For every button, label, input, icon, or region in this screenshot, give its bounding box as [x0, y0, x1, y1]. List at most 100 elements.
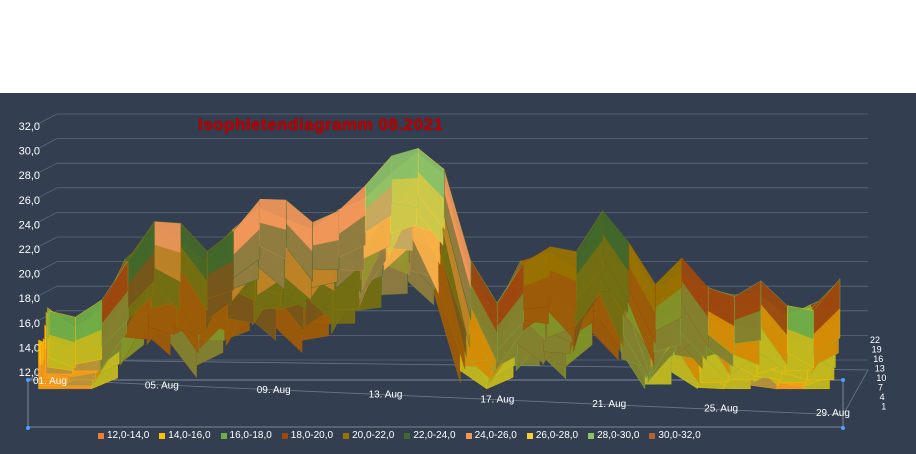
legend-swatch	[465, 432, 472, 439]
surface-facet	[680, 302, 707, 361]
surface-facet	[438, 251, 465, 370]
surface-facet	[179, 269, 206, 334]
legend-label: 30,0-32,0	[658, 430, 701, 441]
legend-swatch	[98, 432, 104, 439]
y-tick-label: 30,0	[19, 146, 40, 158]
legend-item: 30,0-32,0	[649, 430, 701, 441]
legend-swatch	[588, 432, 595, 439]
legend-item: 22,0-24,0	[404, 430, 456, 441]
surface-facet	[629, 266, 656, 344]
surface-facet	[391, 177, 419, 208]
depth-tick-label: 1	[881, 402, 886, 412]
surface-facet	[760, 304, 788, 365]
x-tick-label: 25. Aug	[704, 403, 738, 414]
surface-facet	[312, 240, 340, 270]
chart-title: Isophletendiagramm 08.2021	[198, 115, 444, 134]
legend-label: 14,0-16,0	[168, 430, 211, 441]
legend-item: 18,0-20,0	[281, 430, 334, 441]
legend-item: 24,0-26,0	[465, 430, 517, 441]
y-tick-label: 18,0	[19, 293, 40, 305]
surface-facet	[443, 203, 470, 347]
depth-tick-label: 16	[873, 354, 883, 364]
y-tick-label: 20,0	[19, 269, 40, 281]
surface-facet	[549, 270, 577, 311]
legend-label: 18,0-20,0	[290, 430, 334, 441]
chart-area: 12,0 14,0 16,0 18,0 20,0 22,0 24,0 26,0 28,0 30,0…	[0, 93, 916, 454]
legend-swatch	[281, 432, 288, 439]
depth-tick-label: 10	[876, 373, 886, 383]
surface-facet	[339, 215, 366, 258]
x-tick-label: 05. Aug	[145, 381, 179, 392]
y-tick-label: 14,0	[19, 342, 40, 354]
surface-facet	[787, 329, 814, 368]
resize-handle-tl[interactable]	[26, 378, 30, 382]
resize-handle-tr[interactable]	[841, 378, 845, 382]
x-tick-label: 21. Aug	[592, 399, 626, 410]
surface-facet	[363, 209, 391, 259]
legend-item: 26,0-28,0	[526, 430, 579, 441]
resize-handle-bl[interactable]	[26, 426, 30, 430]
legend-item: 28,0-30,0	[588, 430, 639, 441]
legend-label: 22,0-24,0	[413, 430, 456, 441]
x-tick-label: 01. Aug	[33, 376, 67, 387]
gridline-side	[33, 236, 58, 250]
legend-label: 20,0-22,0	[352, 430, 395, 441]
gridline-side	[33, 285, 58, 299]
y-tick-label: 26,0	[19, 195, 40, 207]
x-tick-label: 13. Aug	[369, 390, 403, 401]
surface-facet	[154, 244, 181, 283]
gridline-side	[33, 187, 58, 201]
gridline-side	[33, 162, 58, 176]
surface-facet	[286, 223, 313, 282]
gridline-side	[33, 261, 58, 274]
legend-swatch	[404, 432, 411, 439]
legend-item: 16,0-18,0	[220, 430, 272, 441]
surface-chart: 12,014,016,018,020,022,024,026,028,030,0…	[19, 113, 886, 428]
x-tick-label: 29. Aug	[816, 408, 850, 419]
legend-swatch	[526, 432, 533, 439]
surface-facet	[233, 228, 260, 278]
surface-facet	[655, 287, 682, 332]
surface-facet	[101, 290, 129, 347]
x-tick-label: 17. Aug	[480, 394, 514, 405]
surface-facet	[444, 193, 471, 320]
legend-swatch	[220, 432, 227, 439]
surface-facet	[523, 276, 550, 310]
surface-facet	[75, 329, 102, 365]
gridline-side	[33, 138, 58, 151]
depth-tick-label: 7	[878, 383, 883, 393]
surface-facet	[734, 310, 761, 344]
legend-label: 12,0-14,0	[107, 430, 150, 441]
surface-facet	[259, 222, 287, 260]
resize-handle-br[interactable]	[841, 426, 845, 430]
surface-facet	[681, 281, 709, 347]
x-tick-label: 09. Aug	[257, 385, 291, 396]
legend-swatch	[159, 432, 166, 439]
surface-facet	[180, 246, 208, 311]
surface-facet	[576, 240, 603, 299]
y-tick-label: 24,0	[19, 219, 40, 231]
surface-facet	[623, 304, 650, 380]
legend-label: 26,0-28,0	[535, 430, 579, 441]
surface-facet	[469, 304, 496, 371]
surface-facet	[497, 292, 524, 351]
surface-facet	[602, 233, 630, 302]
surface-facet	[708, 311, 735, 356]
surface-facet	[275, 298, 303, 353]
depth-tick-label: 4	[880, 392, 885, 402]
legend-swatch	[649, 432, 656, 439]
selection-box	[27, 379, 844, 428]
y-tick-label: 22,0	[19, 244, 40, 256]
y-tick-label: 28,0	[19, 170, 40, 182]
legend-item: 20,0-22,0	[343, 430, 394, 441]
surface-facet	[365, 185, 392, 233]
legend-item: 14,0-16,0	[159, 430, 211, 441]
surface-facet	[207, 260, 234, 299]
legend: 12,0-14,0 14,0-16,0 16,0-18,0 18,0-20,0 20,0…	[98, 430, 701, 441]
gridline-side	[33, 212, 58, 225]
legend-swatch	[343, 432, 350, 439]
surface-facet	[128, 250, 155, 309]
surface-facet	[412, 208, 439, 294]
legend-label: 28,0-30,0	[597, 430, 640, 441]
legend-label: 24,0-26,0	[474, 430, 517, 441]
